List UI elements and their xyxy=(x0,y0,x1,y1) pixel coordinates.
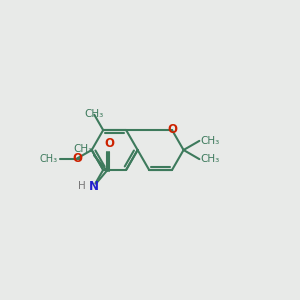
Text: CH₃: CH₃ xyxy=(201,136,220,146)
Text: H: H xyxy=(78,181,86,190)
Text: O: O xyxy=(105,137,115,150)
Text: O: O xyxy=(72,152,82,165)
Text: N: N xyxy=(88,180,99,193)
Text: CH₃: CH₃ xyxy=(39,154,57,164)
Text: CH₃: CH₃ xyxy=(201,154,220,164)
Text: CH₃: CH₃ xyxy=(73,144,92,154)
Text: CH₃: CH₃ xyxy=(84,109,103,118)
Text: O: O xyxy=(167,123,177,136)
